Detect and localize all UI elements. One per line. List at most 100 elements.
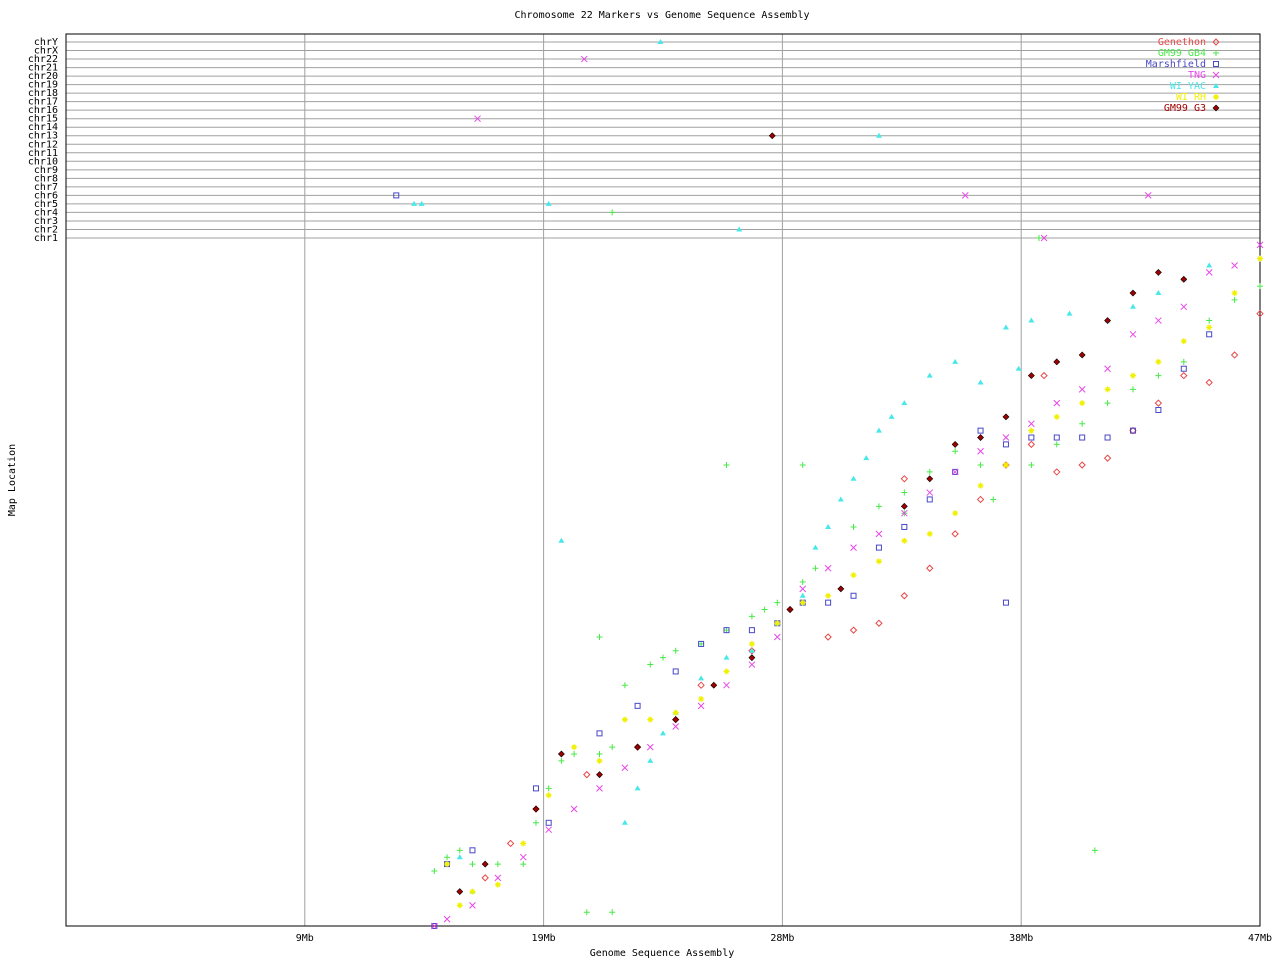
point: [1053, 468, 1061, 476]
point: [520, 861, 527, 868]
legend-marker: [1213, 94, 1219, 100]
y-tick-label: chr1: [34, 233, 58, 244]
point: [1104, 365, 1111, 373]
point: [1002, 324, 1009, 330]
point: [647, 757, 654, 763]
y-tick-label: chr20: [28, 71, 58, 82]
point: [1129, 386, 1136, 393]
point: [1205, 378, 1213, 387]
point: [1129, 330, 1137, 338]
point: [926, 564, 934, 572]
legend-label: WI RH: [1176, 92, 1206, 103]
point: [1053, 399, 1061, 407]
point: [444, 861, 451, 868]
point: [799, 585, 807, 593]
y-tick-label: chr15: [28, 114, 58, 125]
x-tick-label: 28Mb: [770, 933, 794, 944]
point: [850, 592, 857, 599]
point: [723, 681, 730, 689]
point: [634, 785, 641, 791]
point: [824, 633, 832, 641]
point: [532, 819, 539, 826]
point: [545, 826, 553, 834]
point: [1079, 434, 1086, 441]
point: [774, 620, 781, 627]
point: [837, 585, 845, 593]
y-tick-label: chr3: [34, 216, 58, 227]
point: [481, 860, 489, 868]
point: [431, 867, 438, 874]
point: [1028, 420, 1035, 428]
point: [698, 675, 705, 681]
point: [977, 379, 984, 385]
chromosome-point: [609, 209, 616, 216]
point: [532, 805, 540, 813]
point: [748, 613, 755, 620]
point: [773, 633, 781, 641]
point: [647, 661, 654, 668]
y-tick-label: chr18: [28, 88, 58, 99]
point: [456, 888, 464, 896]
point: [634, 743, 642, 751]
point: [1015, 365, 1022, 371]
point: [812, 565, 819, 572]
legend-marker: [1213, 61, 1219, 67]
point: [837, 496, 844, 502]
point: [951, 530, 959, 538]
point: [1129, 427, 1136, 434]
chromosome-point: [545, 200, 552, 206]
point: [634, 702, 641, 709]
y-tick-label: chr21: [28, 63, 58, 74]
point: [698, 695, 705, 702]
legend-marker: [1212, 104, 1220, 112]
chromosome-point: [657, 39, 664, 44]
point: [1231, 290, 1238, 297]
point: [875, 427, 882, 433]
point: [1257, 283, 1263, 290]
y-tick-label: chr9: [34, 165, 58, 176]
point: [799, 579, 806, 585]
point: [1028, 427, 1035, 434]
point: [748, 661, 756, 668]
point: [849, 626, 858, 634]
point: [1078, 386, 1086, 393]
point: [596, 751, 603, 757]
point: [901, 537, 908, 544]
point: [647, 716, 654, 723]
point: [850, 523, 857, 530]
point: [545, 792, 552, 799]
point: [609, 909, 616, 916]
point: [596, 785, 603, 792]
point: [672, 716, 680, 724]
point: [1155, 372, 1162, 379]
y-tick-label: chr5: [34, 199, 58, 210]
point: [926, 496, 933, 503]
point: [1154, 399, 1163, 407]
point: [1205, 269, 1213, 276]
point: [520, 840, 527, 847]
point: [900, 502, 908, 510]
point: [723, 668, 730, 675]
point: [1027, 372, 1035, 380]
point: [481, 874, 489, 882]
legend-label: Genethon: [1158, 37, 1206, 48]
point: [710, 681, 718, 689]
point: [952, 358, 959, 364]
point: [1002, 441, 1009, 448]
point: [1053, 413, 1060, 420]
legend-marker: [1212, 38, 1220, 46]
point: [596, 634, 603, 641]
point: [825, 599, 832, 606]
point: [660, 654, 666, 661]
point: [545, 785, 552, 792]
point: [1028, 462, 1035, 469]
point: [723, 462, 730, 469]
y-tick-label: chr11: [28, 148, 58, 159]
x-axis-label: Genome Sequence Assembly: [590, 948, 735, 959]
point: [596, 730, 603, 737]
point: [1091, 847, 1098, 854]
point: [875, 558, 882, 565]
point: [1002, 413, 1010, 421]
chromosome-point: [1040, 234, 1048, 242]
